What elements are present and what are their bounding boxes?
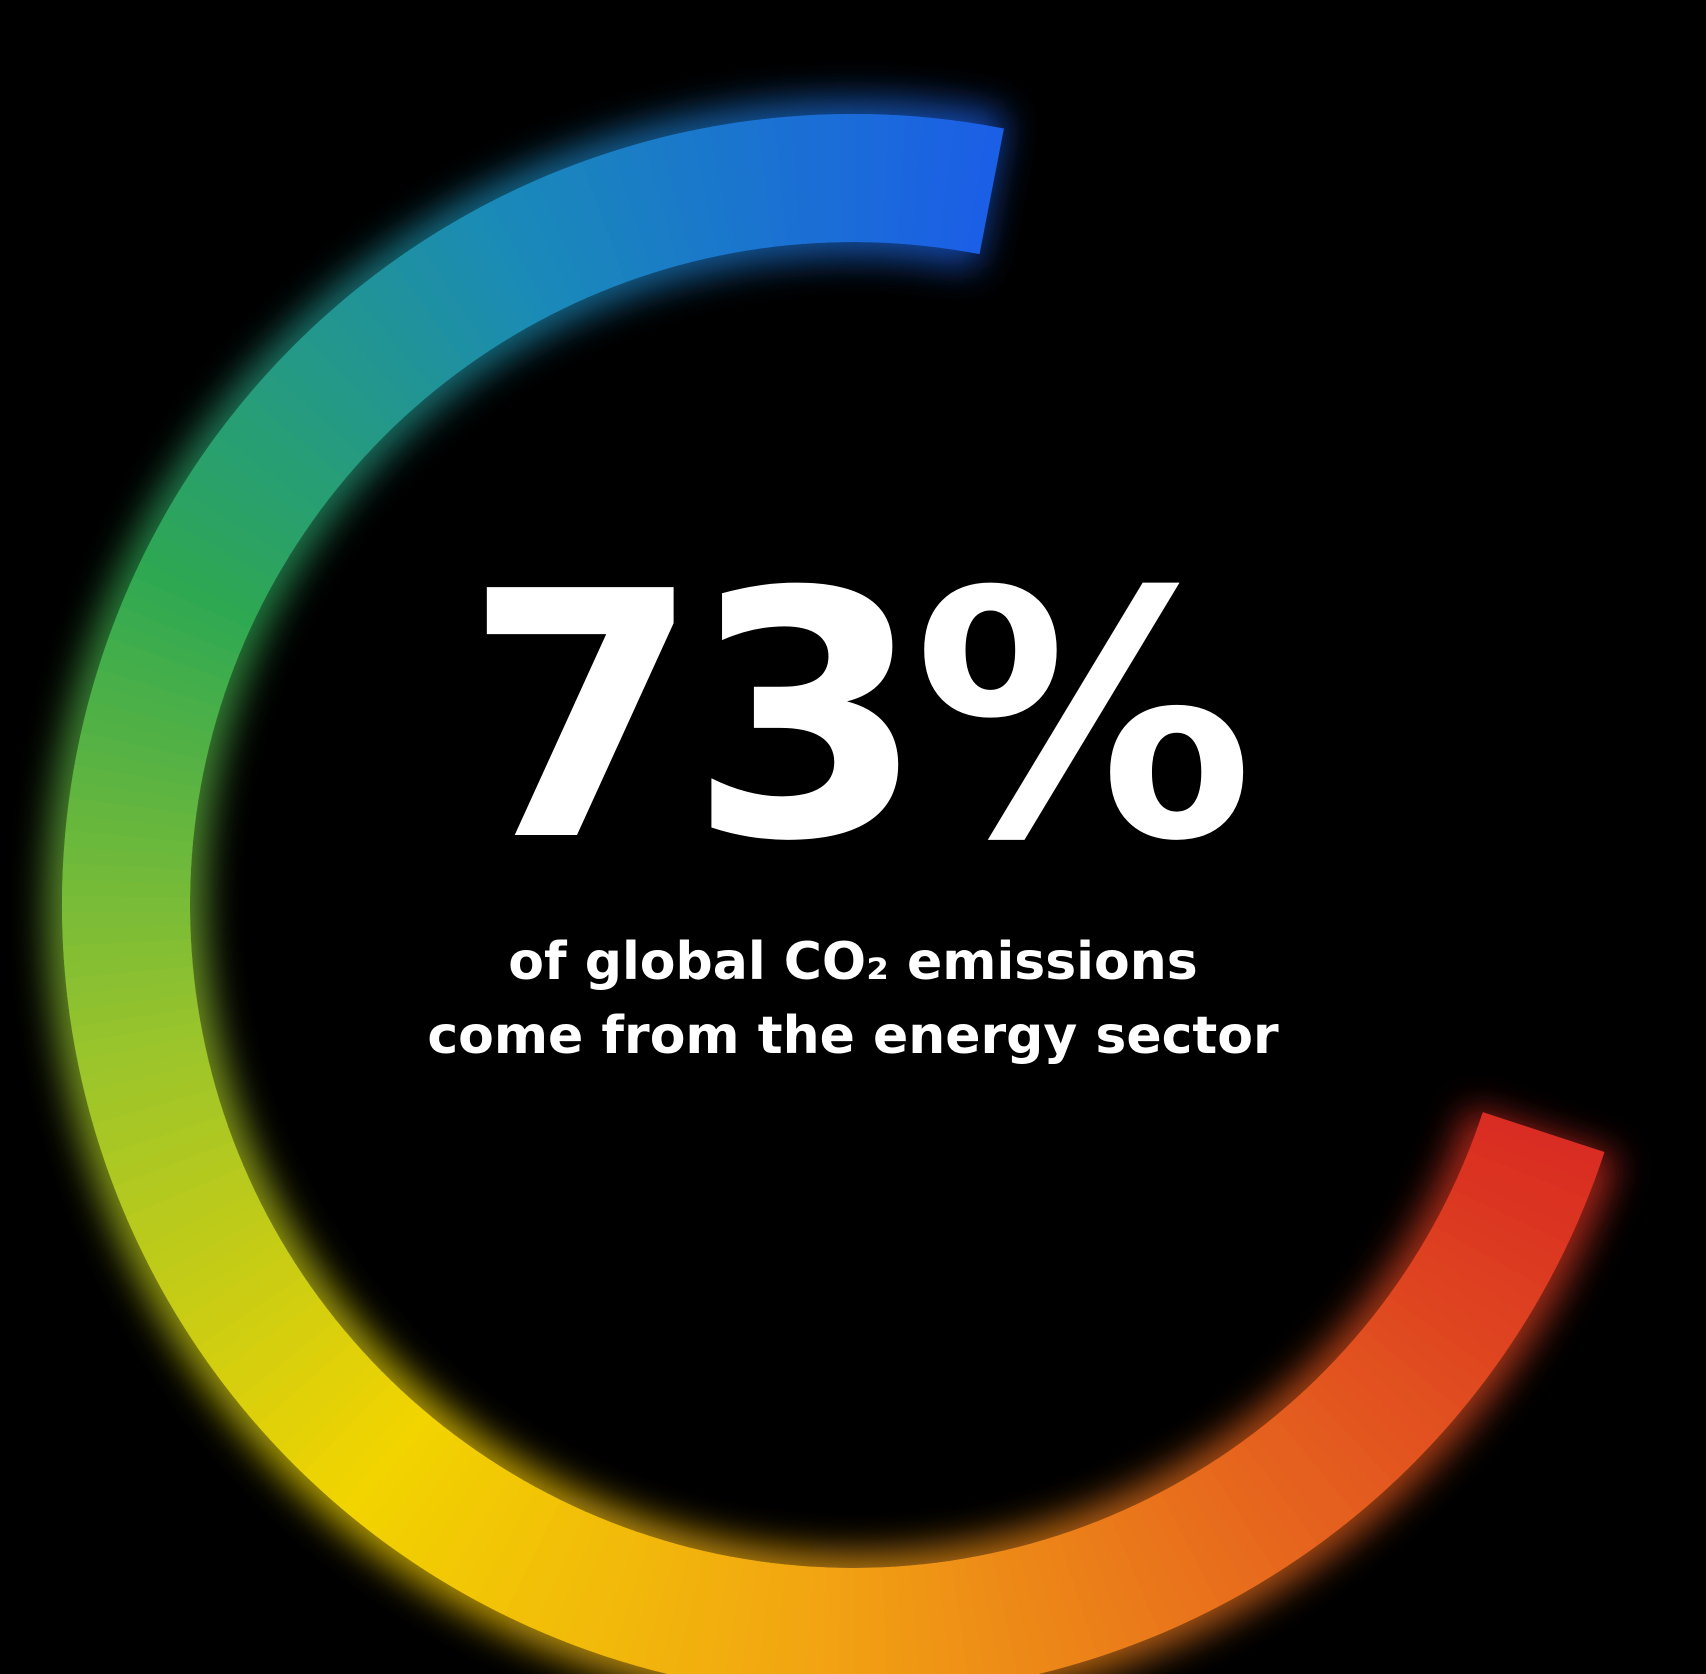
percentage-value: 73% [464,520,1254,916]
caption-line-1: of global CO₂ emissions [508,932,1198,992]
ring-segment [1478,1111,1605,1168]
caption: of global CO₂ emissions come from the en… [0,925,1706,1073]
ring-arc [62,114,1605,1674]
caption-line-2: come from the energy sector [427,1006,1279,1066]
